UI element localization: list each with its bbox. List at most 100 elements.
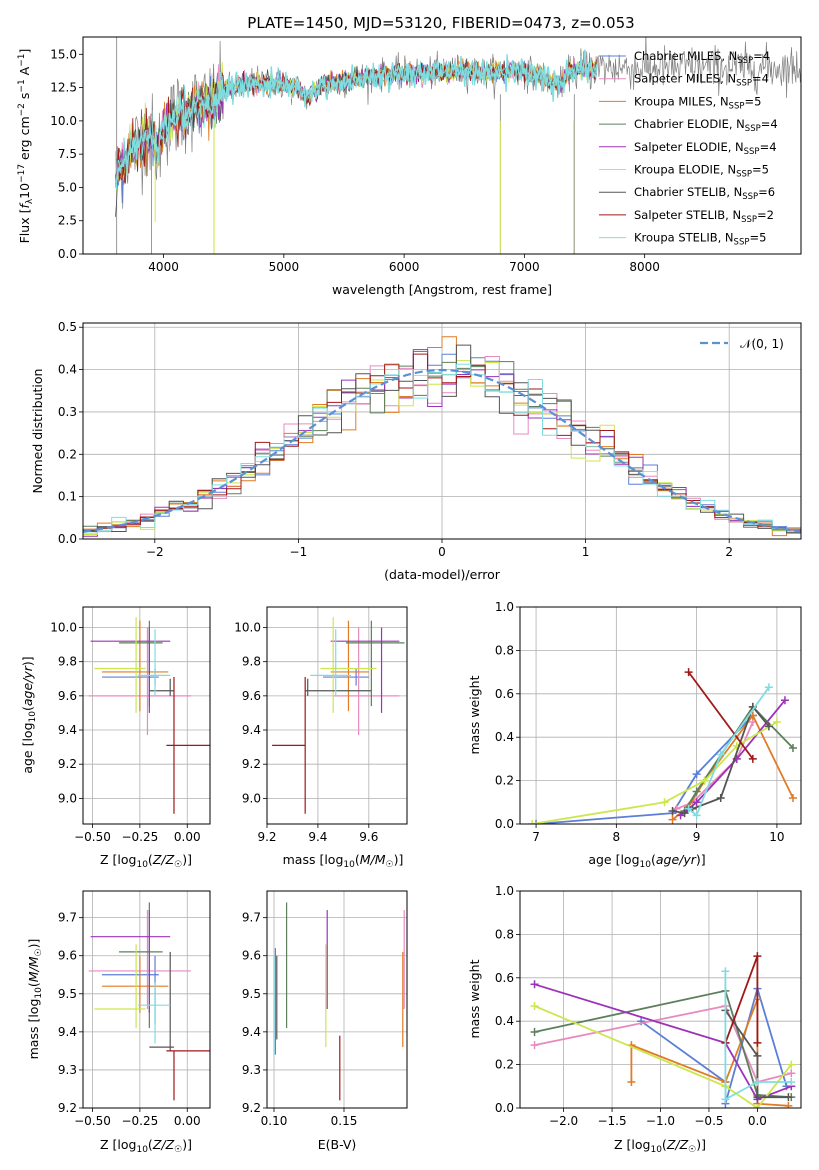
legend-sub: SSP xyxy=(734,238,750,248)
data-point xyxy=(772,718,781,727)
legend-label: 𝒩(0, 1) xyxy=(740,337,784,351)
y-tick-label: 10.0 xyxy=(50,621,77,635)
label-part: M/M xyxy=(360,852,386,867)
y-tick-label: 9.6 xyxy=(242,949,261,963)
data-point xyxy=(680,809,689,818)
plot-area xyxy=(114,37,801,254)
label-part: Z/Z xyxy=(152,852,175,867)
y-axis-label: Normed distribution xyxy=(30,369,45,494)
data-point xyxy=(716,750,725,759)
y-tick-label: 0.8 xyxy=(495,927,514,941)
data-point xyxy=(787,1069,796,1078)
axes-mass-vs-metallicity: −0.50 −0.25 0.009.29.39.49.59.69.7Z [log10… xyxy=(26,890,211,1155)
label-part: 10 xyxy=(136,1145,148,1155)
label-part: ☉ xyxy=(174,1145,182,1155)
label-part: 10 xyxy=(343,860,355,870)
data-point xyxy=(528,820,537,824)
y-tick-label: 10.0 xyxy=(50,114,77,128)
data-point xyxy=(753,1093,762,1102)
x-tick-label: 4000 xyxy=(148,260,179,274)
legend-sub: SSP xyxy=(736,170,752,180)
x-tick-label: −1.0 xyxy=(646,1114,675,1128)
plot-area xyxy=(83,336,801,539)
data-point xyxy=(780,696,789,705)
label-part: )] xyxy=(26,939,41,949)
y-tick-label: 0.2 xyxy=(58,447,77,461)
x-tick-label: −0.25 xyxy=(121,830,158,844)
legend-sub: SSP xyxy=(729,101,745,111)
data-point xyxy=(787,1060,796,1069)
label-part: Z/Z xyxy=(666,1137,689,1152)
label-part: ( xyxy=(355,852,360,867)
label-part: Z [log xyxy=(100,1137,136,1152)
x-axis-label: mass [log10(M/M☉)] xyxy=(283,852,404,870)
x-axis-label: age [log10(age/yr)] xyxy=(588,852,705,870)
label-part: )] xyxy=(696,852,706,867)
y-tick-label: 0.1 xyxy=(58,490,77,504)
label-part: A xyxy=(17,66,32,79)
label-part: ] xyxy=(17,49,32,54)
x-axis-label: wavelength [Angstrom, rest frame] xyxy=(332,282,552,297)
y-tick-label: 9.8 xyxy=(242,655,261,669)
y-tick-label: 0.4 xyxy=(495,730,514,744)
y-tick-label: 9.3 xyxy=(58,1063,77,1077)
legend-text: Salpeter MILES, N xyxy=(634,72,736,86)
data-point xyxy=(787,1077,796,1086)
legend-label: Chabrier MILES, NSSP=4 xyxy=(634,49,770,66)
legend-text: Salpeter STELIB, N xyxy=(634,208,741,222)
data-point xyxy=(532,820,541,824)
legend-text: Kroupa ELODIE, N xyxy=(634,163,736,177)
y-tick-label: 9.2 xyxy=(58,1101,77,1115)
legend-count: =4 xyxy=(752,72,769,86)
x-tick-label: 7 xyxy=(532,830,540,844)
label-part: ( xyxy=(662,1137,667,1152)
data-point xyxy=(753,952,762,961)
data-point xyxy=(627,1077,636,1086)
label-part: M/M xyxy=(26,956,41,982)
label-part: mass [log xyxy=(26,999,41,1060)
y-tick-label: 7.5 xyxy=(58,147,77,161)
y-tick-label: 0.6 xyxy=(495,971,514,985)
plot-area xyxy=(530,952,796,1108)
legend-text: Chabrier MILES, N xyxy=(634,49,737,63)
y-tick-label: 0.0 xyxy=(58,532,77,546)
y-tick-label: 10.0 xyxy=(234,621,261,635)
y-tick-label: 0.4 xyxy=(58,363,77,377)
data-point xyxy=(668,815,677,824)
label-part: Z/Z xyxy=(152,1137,175,1152)
x-axis-label: Z [log10(Z/Z☉)] xyxy=(614,1137,706,1155)
x-tick-label: 6000 xyxy=(389,260,420,274)
legend-count: =5 xyxy=(752,163,769,177)
plot-area xyxy=(528,668,797,824)
x-tick-label: 0.10 xyxy=(261,1114,288,1128)
x-axis-label: E(B-V) xyxy=(318,1137,357,1152)
x-tick-label: −1.5 xyxy=(597,1114,626,1128)
y-tick-label: 5.0 xyxy=(58,180,77,194)
plot-area xyxy=(272,617,405,814)
label-part: 10 xyxy=(640,860,652,870)
x-tick-label: −2 xyxy=(146,545,164,559)
label-part: erg cm xyxy=(17,116,32,164)
legend-label: Salpeter ELODIE, NSSP=4 xyxy=(634,140,777,157)
legend-sub: SSP xyxy=(745,124,761,134)
data-point xyxy=(784,1093,793,1102)
label-part: 10 xyxy=(17,183,32,199)
x-tick-label: −0.50 xyxy=(74,830,111,844)
label-part: )] xyxy=(182,852,192,867)
y-tick-label: 0.3 xyxy=(58,405,77,419)
y-tick-label: 9.8 xyxy=(58,655,77,669)
y-tick-label: 9.2 xyxy=(58,757,77,771)
x-tick-label: 0.00 xyxy=(174,1114,201,1128)
data-point xyxy=(764,722,773,731)
label-part: 10 xyxy=(28,711,38,723)
x-tick-label: −2.0 xyxy=(549,1114,578,1128)
label-part: ☉ xyxy=(174,860,182,870)
axes-frame xyxy=(266,606,408,825)
label-part: )] xyxy=(696,1137,706,1152)
x-tick-label: −0.5 xyxy=(694,1114,723,1128)
data-point xyxy=(753,1104,762,1108)
plot-area xyxy=(273,902,405,1101)
